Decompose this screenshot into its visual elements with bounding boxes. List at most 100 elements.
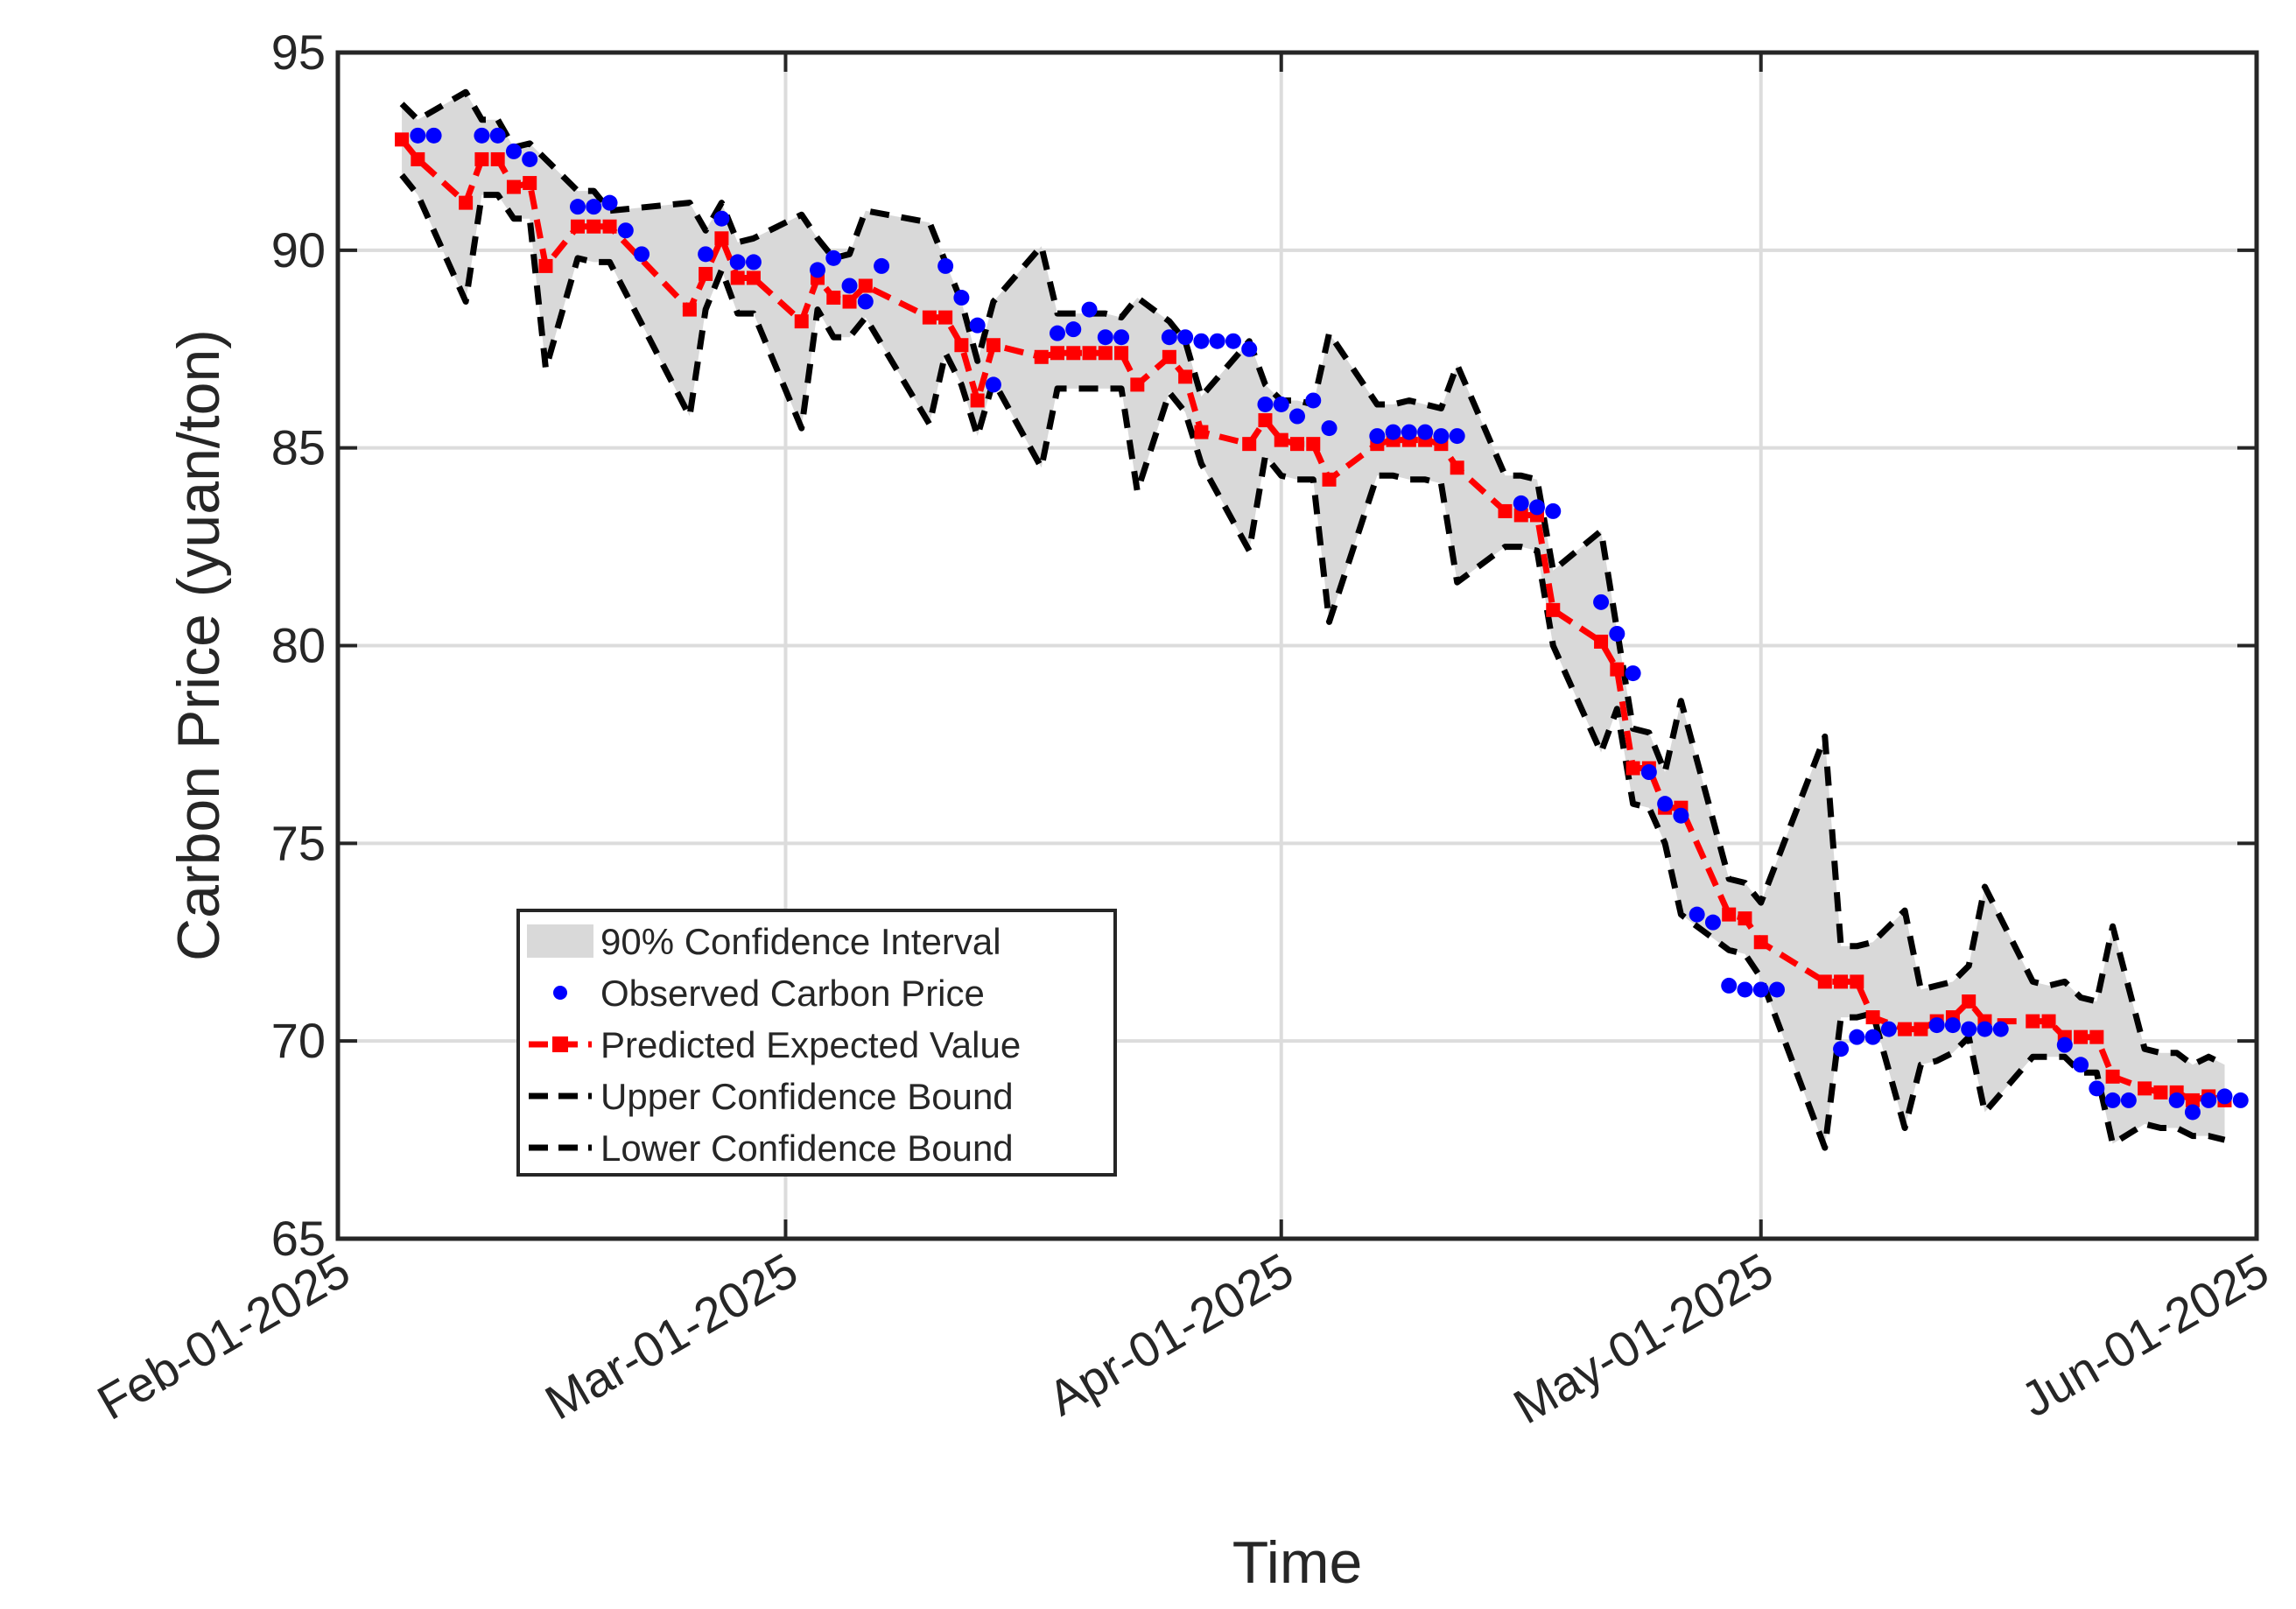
observed-point: [2120, 1092, 2137, 1108]
y-tick-label: 65: [271, 1211, 326, 1266]
predicted-point: [730, 271, 745, 285]
observed-point: [586, 199, 602, 215]
predicted-point: [1610, 662, 1625, 677]
observed-point: [1050, 325, 1065, 341]
legend-label-ci: 90% Confidence Interval: [600, 921, 1001, 962]
predicted-point: [1306, 437, 1321, 452]
observed-point: [1752, 981, 1769, 998]
predicted-point: [1865, 1010, 1880, 1025]
predicted-point: [1834, 974, 1849, 989]
observed-point: [1640, 764, 1657, 781]
predicted-point: [1722, 907, 1737, 922]
y-axis-ticks: 65 70 75 80 85 90 95: [271, 25, 2257, 1266]
observed-point: [1065, 321, 1082, 338]
predicted-point: [794, 314, 809, 329]
observed-point: [1529, 499, 1545, 516]
observed-point: [1657, 796, 1674, 812]
predicted-point: [858, 278, 873, 293]
observed-point: [857, 293, 874, 310]
predicted-point: [986, 338, 1001, 353]
observed-point: [745, 254, 762, 271]
observed-point: [1241, 341, 1258, 357]
observed-point: [2089, 1080, 2105, 1097]
observed-point: [1625, 665, 1641, 682]
observed-point: [1609, 625, 1625, 642]
observed-series: [410, 127, 2249, 1121]
predicted-point: [602, 219, 617, 234]
predicted-point: [1322, 472, 1337, 487]
observed-point: [841, 278, 858, 294]
legend-box: [516, 909, 1117, 1177]
observed-point: [1961, 1021, 1977, 1037]
observed-point: [1161, 329, 1177, 346]
predicted-point: [1114, 346, 1129, 361]
observed-point: [2056, 1036, 2073, 1053]
observed-point: [505, 143, 522, 159]
observed-point: [937, 257, 954, 274]
y-tick-label: 70: [271, 1013, 326, 1068]
observed-point: [2104, 1092, 2121, 1108]
observed-point: [874, 257, 890, 274]
predicted-point: [411, 151, 425, 166]
predicted-point: [746, 271, 761, 285]
legend-marker-observed: [553, 986, 567, 1000]
observed-point: [617, 222, 634, 239]
predicted-point: [1082, 346, 1097, 361]
observed-point: [1113, 329, 1130, 346]
observed-point: [1177, 329, 1194, 346]
observed-point: [1704, 914, 1721, 931]
observed-point: [1209, 333, 1225, 349]
predicted-point: [699, 266, 713, 281]
observed-point: [489, 127, 506, 144]
predicted-point: [1738, 911, 1752, 926]
predicted-point: [1625, 761, 1640, 776]
observed-point: [1880, 1021, 1897, 1037]
predicted-point: [1753, 935, 1768, 950]
observed-point: [1401, 424, 1417, 440]
predicted-point: [2153, 1085, 2168, 1100]
observed-point: [1864, 1029, 1881, 1045]
predicted-point: [1498, 503, 1513, 518]
legend-swatch-ci: [527, 924, 593, 958]
observed-point: [1977, 1021, 1993, 1037]
legend-label-lower: Lower Confidence Bound: [600, 1128, 1014, 1169]
observed-point: [2184, 1104, 2201, 1121]
observed-point: [601, 194, 618, 211]
predicted-point: [1898, 1022, 1913, 1036]
predicted-point: [1242, 437, 1257, 452]
predicted-point: [571, 219, 585, 234]
predicted-point: [1594, 634, 1609, 649]
observed-point: [1321, 420, 1338, 437]
predicted-point: [1290, 437, 1304, 452]
x-tick-label: Feb-01-2025: [88, 1242, 359, 1430]
observed-point: [1193, 333, 1210, 349]
observed-point: [1928, 1017, 1945, 1034]
predicted-point: [970, 393, 985, 408]
observed-point: [2168, 1092, 2185, 1108]
observed-point: [1721, 977, 1738, 994]
predicted-point: [1258, 413, 1273, 428]
observed-point: [729, 254, 746, 271]
x-tick-label: Apr-01-2025: [1039, 1242, 1302, 1426]
predicted-point: [1817, 974, 1832, 989]
observed-point: [1833, 1041, 1850, 1057]
observed-point: [698, 246, 714, 263]
predicted-point: [1162, 349, 1176, 364]
observed-point: [474, 127, 490, 144]
predicted-point: [938, 310, 953, 325]
observed-point: [570, 199, 586, 215]
observed-point: [2201, 1092, 2217, 1108]
observed-point: [953, 290, 970, 306]
legend: 90% Confidence Interval Observed Carbon …: [516, 909, 1117, 1177]
y-tick-label: 75: [271, 815, 326, 870]
upper-bound-line: [399, 88, 2227, 1068]
predicted-point: [714, 231, 729, 246]
predicted-point: [1130, 377, 1145, 392]
predicted-point: [538, 258, 553, 273]
observed-point: [810, 262, 825, 278]
y-tick-label: 85: [271, 420, 326, 475]
observed-point: [713, 210, 730, 227]
legend-label-observed: Observed Carbon Price: [600, 973, 985, 1014]
observed-point: [1289, 408, 1305, 425]
